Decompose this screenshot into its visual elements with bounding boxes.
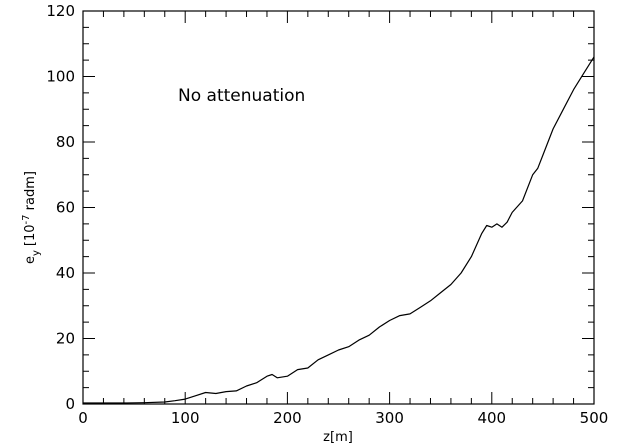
axis-ticks [82, 10, 595, 405]
annotation-no-attenuation: No attenuation [178, 86, 305, 106]
y-tick-label: 80 [56, 133, 75, 151]
y-axis-label-units: radm] [23, 171, 38, 214]
y-tick-label: 40 [56, 264, 75, 282]
y-tick-label: 120 [46, 2, 75, 20]
y-tick-label: 100 [46, 68, 75, 86]
x-tick-label: 400 [477, 409, 506, 427]
y-tick-label: 20 [56, 330, 75, 348]
tick-labels: 0 100 200 300 400 500 0 20 40 60 80 100 120 [46, 2, 608, 427]
x-axis-label: z[m] [323, 430, 353, 445]
x-tick-label: 0 [78, 409, 88, 427]
x-tick-label: 300 [375, 409, 404, 427]
y-tick-label: 0 [65, 395, 75, 413]
y-axis-label-bracket: [10 [23, 224, 38, 246]
series-line [83, 56, 595, 404]
y-axis-label-main: e [23, 256, 38, 264]
x-tick-label: 500 [580, 409, 609, 427]
x-tick-label: 100 [171, 409, 200, 427]
y-axis-label-subscript: y [31, 250, 42, 256]
x-tick-label: 200 [273, 409, 302, 427]
plot-frame [82, 10, 595, 405]
y-axis-label-exponent: -7 [21, 214, 32, 224]
y-axis-label: ey [10-7 radm] [21, 171, 42, 264]
y-tick-label: 60 [56, 199, 75, 217]
